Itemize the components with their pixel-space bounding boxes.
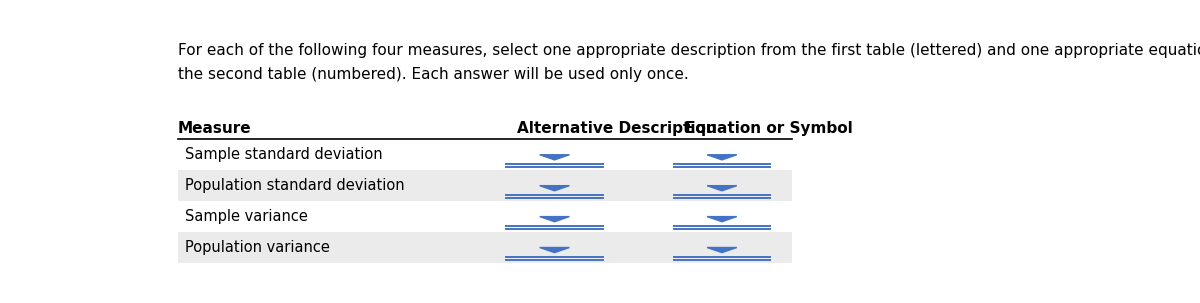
Text: Population variance: Population variance bbox=[185, 240, 330, 255]
Text: Alternative Description: Alternative Description bbox=[517, 121, 718, 135]
Polygon shape bbox=[707, 186, 737, 191]
Polygon shape bbox=[540, 155, 570, 160]
Text: Measure: Measure bbox=[178, 121, 252, 135]
Polygon shape bbox=[540, 186, 570, 191]
Text: Sample variance: Sample variance bbox=[185, 209, 308, 224]
Polygon shape bbox=[540, 248, 570, 253]
FancyBboxPatch shape bbox=[178, 232, 792, 263]
FancyBboxPatch shape bbox=[178, 139, 792, 170]
FancyBboxPatch shape bbox=[178, 170, 792, 201]
Polygon shape bbox=[707, 248, 737, 253]
Text: Sample standard deviation: Sample standard deviation bbox=[185, 147, 383, 162]
Polygon shape bbox=[707, 155, 737, 160]
Polygon shape bbox=[707, 217, 737, 222]
Text: Equation or Symbol: Equation or Symbol bbox=[685, 121, 852, 135]
Text: the second table (numbered). Each answer will be used only once.: the second table (numbered). Each answer… bbox=[178, 67, 689, 82]
Text: Population standard deviation: Population standard deviation bbox=[185, 178, 404, 193]
Text: For each of the following four measures, select one appropriate description from: For each of the following four measures,… bbox=[178, 43, 1200, 58]
Polygon shape bbox=[540, 217, 570, 222]
FancyBboxPatch shape bbox=[178, 201, 792, 232]
